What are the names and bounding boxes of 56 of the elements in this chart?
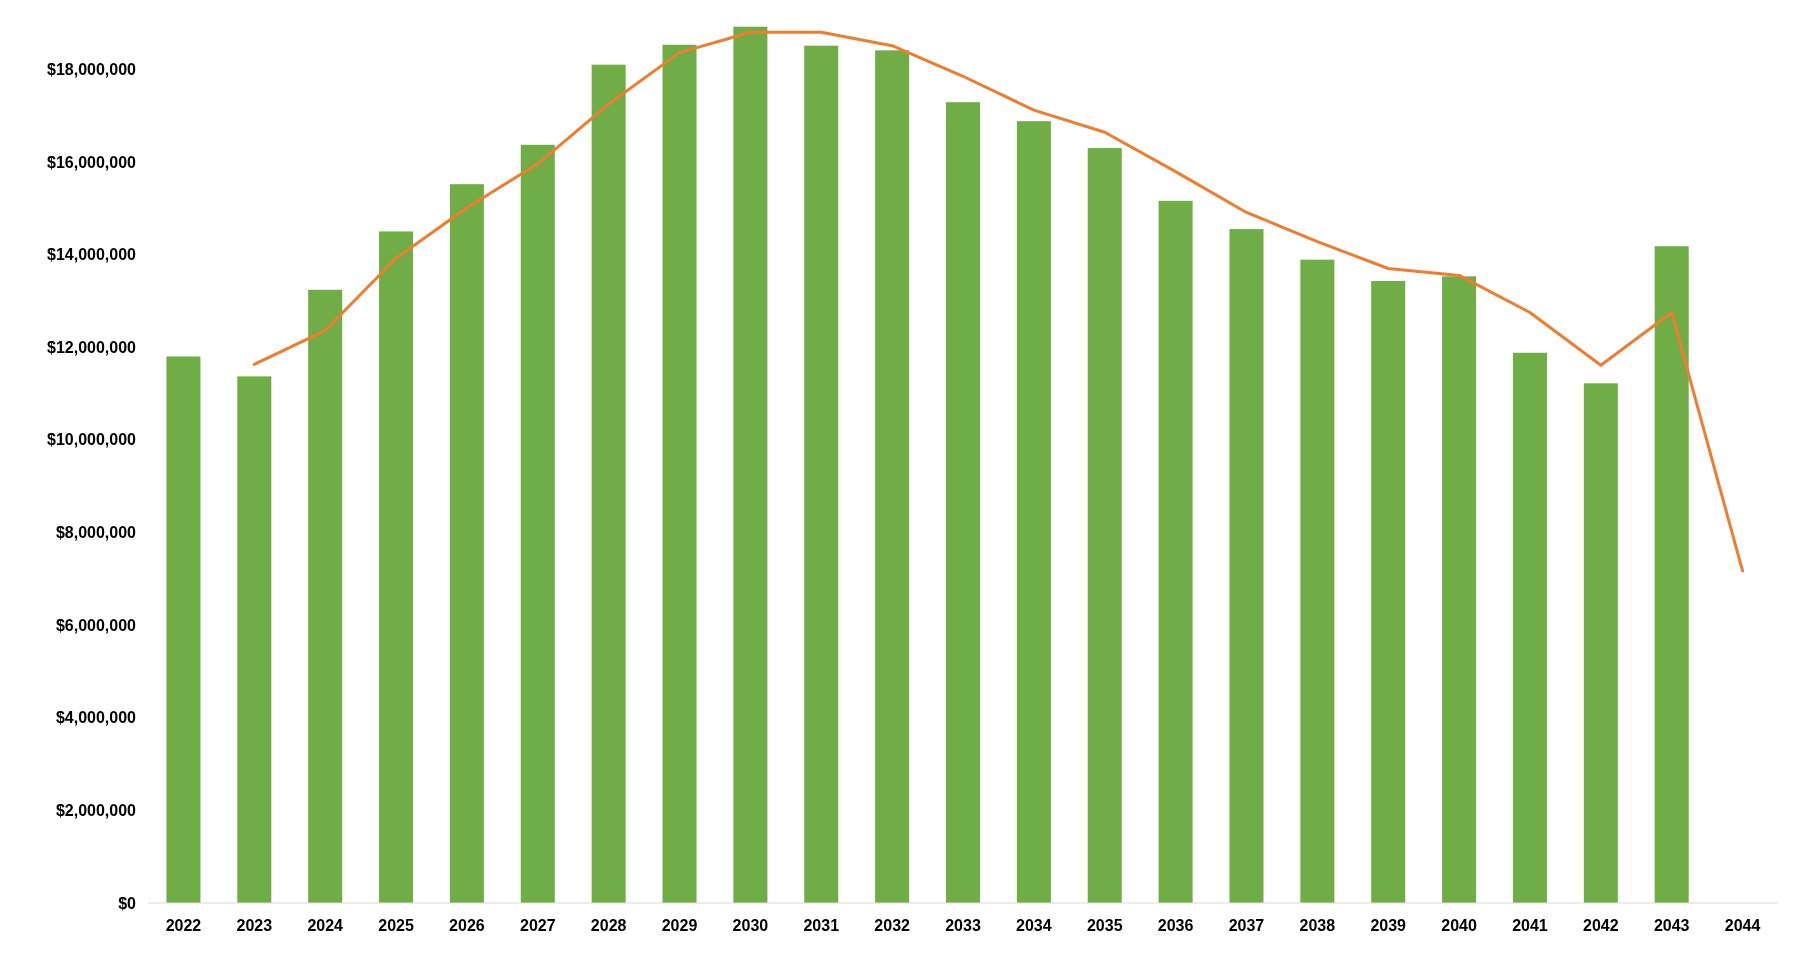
x-tick-label: 2027: [519, 917, 556, 934]
bar: [1158, 200, 1193, 903]
x-tick-label: 2040: [1441, 917, 1477, 934]
bar: [449, 184, 484, 903]
x-tick-label: 2042: [1583, 917, 1619, 934]
y-tick-label: $10,000,000: [47, 431, 137, 449]
x-tick-label: 2036: [1157, 917, 1194, 934]
y-tick-label: $14,000,000: [47, 246, 137, 264]
bar: [804, 45, 839, 903]
bar: [1371, 280, 1406, 903]
x-tick-label: 2044: [1724, 917, 1761, 934]
x-tick-label: 2033: [945, 917, 981, 934]
bar: [1583, 383, 1618, 903]
bar: [1442, 276, 1477, 903]
x-tick-label: 2023: [236, 917, 273, 934]
x-tick-label: 2026: [449, 917, 485, 934]
line-series: [252, 30, 1745, 573]
bar: [237, 376, 272, 903]
y-tick-label: $6,000,000: [55, 616, 137, 634]
x-tick-label: 2030: [732, 917, 769, 934]
bar: [379, 231, 414, 903]
x-tick-label: 2031: [803, 917, 840, 934]
bar: [875, 50, 910, 903]
x-tick-label: 2024: [307, 917, 344, 934]
bar: [1654, 246, 1689, 903]
bar: [1016, 121, 1051, 903]
bar: [662, 44, 697, 903]
x-tick-label: 2037: [1228, 917, 1265, 934]
bar: [1087, 148, 1122, 903]
y-tick-label: $0: [118, 894, 137, 912]
x-tick-label: 2025: [378, 917, 414, 934]
y-tick-label: $16,000,000: [47, 153, 137, 171]
x-tick-label: 2029: [661, 917, 698, 934]
x-tick-label: 2043: [1653, 917, 1690, 934]
bar: [1512, 352, 1547, 903]
bar: [733, 26, 768, 903]
x-tick-label: 2034: [1016, 917, 1052, 934]
bar: [591, 64, 626, 903]
bar: [945, 102, 981, 903]
x-tick-label: 2022: [165, 917, 202, 934]
x-tick-label: 2032: [874, 917, 911, 934]
y-tick-label: $12,000,000: [47, 338, 137, 356]
bar: [166, 356, 201, 903]
x-tick-label: 2039: [1370, 917, 1407, 934]
x-tick-label: 2028: [590, 917, 627, 934]
x-tick-label: 2038: [1299, 917, 1336, 934]
y-tick-label: $18,000,000: [47, 60, 137, 78]
y-tick-label: $2,000,000: [55, 801, 137, 819]
y-tick-label: $8,000,000: [55, 524, 137, 542]
y-tick-label: $4,000,000: [55, 709, 137, 727]
bar: [520, 144, 555, 903]
x-tick-label: 2035: [1086, 917, 1123, 934]
x-tick-label: 2041: [1512, 917, 1548, 934]
bar: [1229, 229, 1264, 903]
bar: [308, 289, 343, 903]
bar: [1300, 259, 1335, 903]
